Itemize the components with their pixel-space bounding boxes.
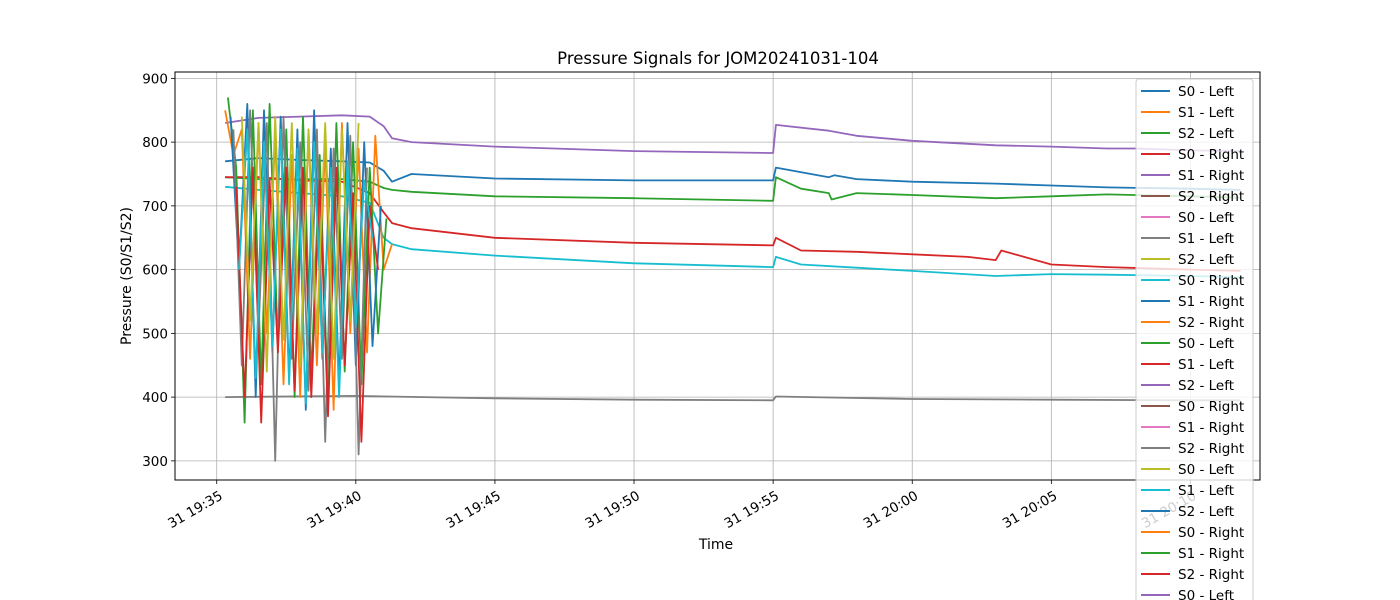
legend-label: S2 - Left — [1178, 504, 1234, 520]
legend-label: S2 - Left — [1178, 126, 1234, 142]
y-tick-label: 600 — [142, 263, 168, 279]
legend-label: S1 - Left — [1178, 483, 1234, 499]
legend-label: S0 - Left — [1178, 336, 1234, 352]
legend-label: S0 - Left — [1178, 210, 1234, 226]
legend-label: S1 - Right — [1178, 546, 1244, 562]
legend-label: S0 - Right — [1178, 399, 1244, 415]
legend-label: S0 - Right — [1178, 273, 1244, 289]
legend-label: S2 - Left — [1178, 378, 1234, 394]
series-line — [240, 115, 360, 373]
series-line — [225, 394, 1241, 402]
legend: S0 - Left S1 - Left S2 - Left S0 - Right S1 … — [1135, 78, 1254, 600]
legend-label: S0 - Left — [1178, 84, 1234, 100]
legend-label: S2 - Right — [1178, 189, 1244, 205]
legend-label: S1 - Left — [1178, 105, 1234, 121]
series-layer — [224, 97, 1241, 462]
y-tick-label: 500 — [142, 326, 168, 342]
y-tick-label: 900 — [142, 71, 168, 87]
legend-label: S0 - Right — [1178, 525, 1244, 541]
y-tick-label: 400 — [142, 390, 168, 406]
legend-label: S2 - Right — [1178, 315, 1244, 331]
legend-label: S0 - Right — [1178, 147, 1244, 163]
series-line — [224, 114, 1241, 154]
legend-label: S1 - Left — [1178, 231, 1234, 247]
plot-frame — [174, 71, 1261, 481]
legend-label: S2 - Left — [1178, 252, 1234, 268]
legend-label: S1 - Left — [1178, 357, 1234, 373]
legend-label: S1 - Right — [1178, 294, 1244, 310]
chart-title: Pressure Signals for JOM20241031-104 — [557, 49, 879, 68]
legend-label: S2 - Right — [1178, 567, 1244, 583]
x-axis-title: Time — [698, 537, 733, 553]
y-axis-title: Pressure (S0/S1/S2) — [119, 207, 135, 345]
legend-label: S0 - Left — [1178, 588, 1234, 600]
y-axis-ticks: 300 400 500 600 700 800 900 — [142, 71, 175, 470]
y-tick-label: 700 — [142, 199, 168, 215]
series-line — [227, 97, 388, 424]
y-tick-label: 300 — [142, 454, 168, 470]
y-tick-label: 800 — [142, 135, 168, 151]
plot-area: 31 19:35 31 19:40 31 19:45 31 19:50 31 19:55… — [142, 71, 1261, 532]
legend-label: S2 - Right — [1178, 441, 1244, 457]
legend-label: S1 - Right — [1178, 168, 1244, 184]
legend-label: S0 - Left — [1178, 462, 1234, 478]
legend-label: S1 - Right — [1178, 420, 1244, 436]
